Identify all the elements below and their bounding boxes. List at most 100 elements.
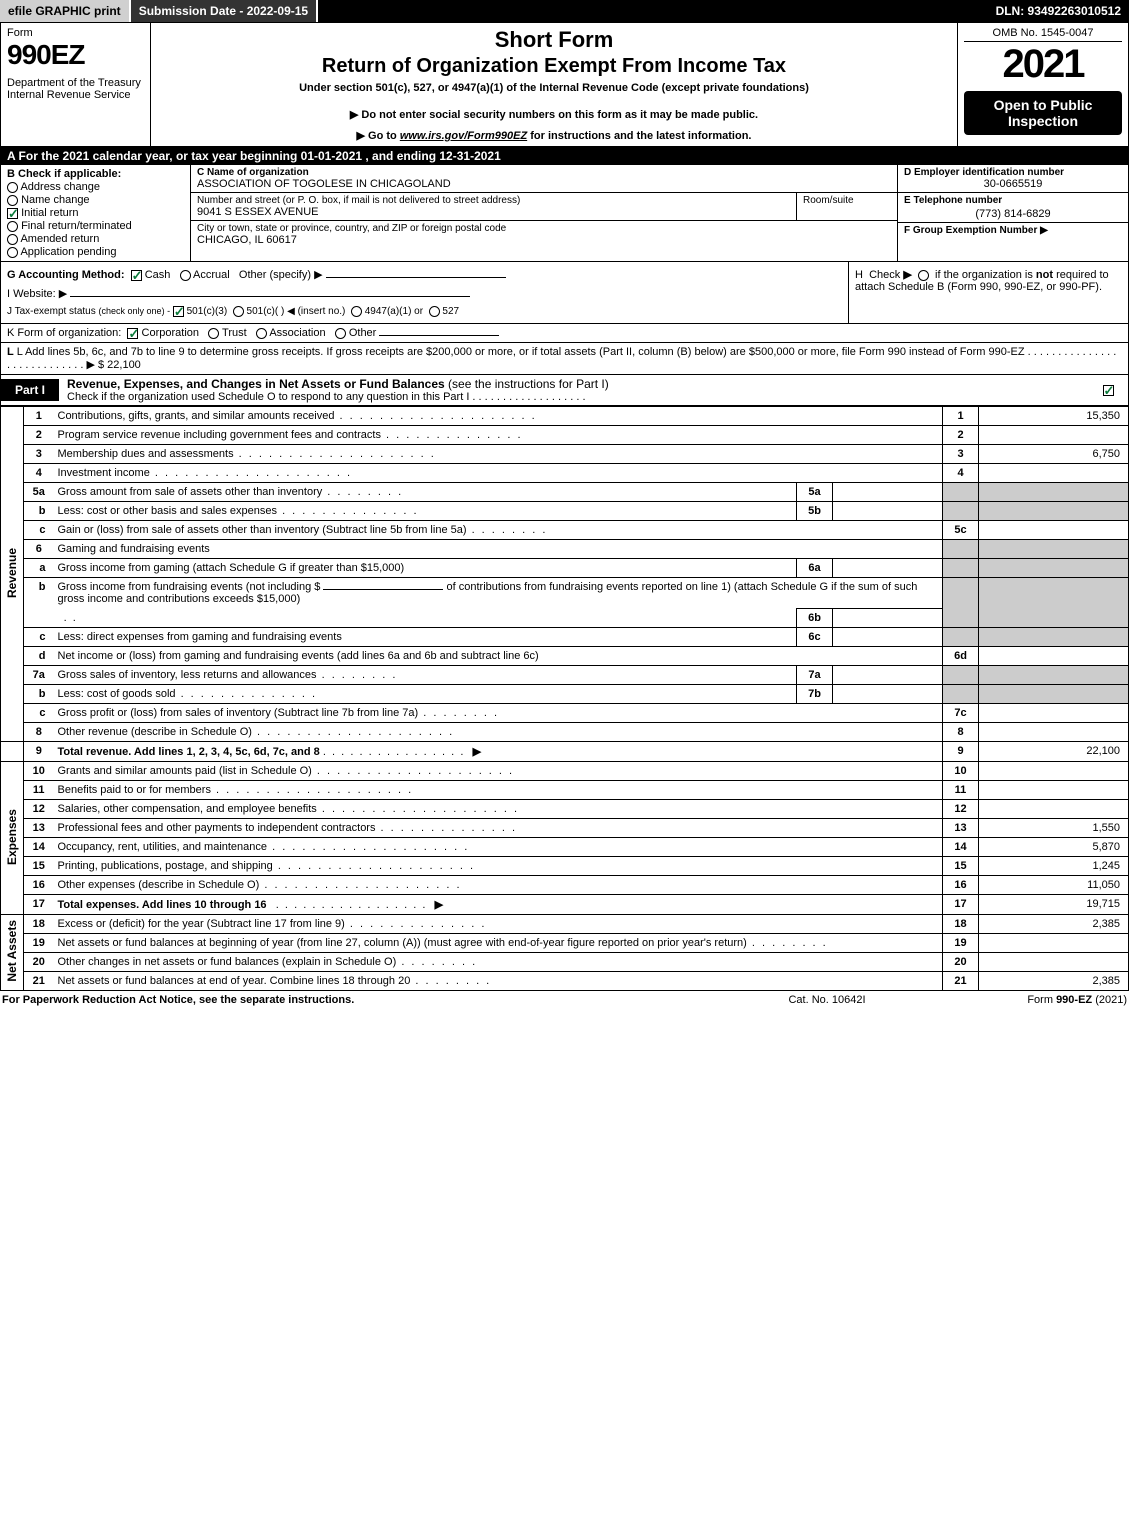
b-opt-initial[interactable]: Initial return bbox=[7, 207, 184, 219]
l6c-desc: Less: direct expenses from gaming and fu… bbox=[54, 628, 797, 647]
l5a-num: 5a bbox=[24, 483, 54, 502]
part1-title: Revenue, Expenses, and Changes in Net As… bbox=[59, 375, 1088, 405]
l5c-rnum: 5c bbox=[943, 521, 979, 540]
l19-desc: Net assets or fund balances at beginning… bbox=[54, 934, 943, 953]
k-other-input[interactable] bbox=[379, 335, 499, 336]
form-number: 990EZ bbox=[7, 39, 144, 71]
j-527-check[interactable] bbox=[429, 306, 440, 317]
l5b-num: b bbox=[24, 502, 54, 521]
b-column: B Check if applicable: Address change Na… bbox=[1, 165, 191, 261]
goto-line: ▶ Go to www.irs.gov/Form990EZ for instru… bbox=[157, 129, 951, 142]
l20-desc: Other changes in net assets or fund bala… bbox=[54, 953, 943, 972]
c-name-box: C Name of organization ASSOCIATION OF TO… bbox=[191, 165, 897, 193]
l5b-inval bbox=[833, 502, 943, 521]
form-label: Form bbox=[7, 27, 144, 39]
topbar-spacer bbox=[318, 0, 987, 22]
h-column: H Check ▶ if the organization is not req… bbox=[848, 262, 1128, 323]
l7a-rval bbox=[979, 666, 1129, 685]
l6d-rnum: 6d bbox=[943, 647, 979, 666]
l9-rnum: 9 bbox=[943, 742, 979, 762]
b-opt-pending[interactable]: Application pending bbox=[7, 246, 184, 258]
l6c-num: c bbox=[24, 628, 54, 647]
part1-tag: Part I bbox=[1, 379, 59, 401]
k-line: K Form of organization: Corporation Trus… bbox=[0, 324, 1129, 343]
l16-num: 16 bbox=[24, 876, 54, 895]
b-opt-name[interactable]: Name change bbox=[7, 194, 184, 206]
d-column: D Employer identification number 30-0665… bbox=[898, 165, 1128, 261]
l7b-num: b bbox=[24, 685, 54, 704]
form-header: Form 990EZ Department of the Treasury In… bbox=[0, 22, 1129, 147]
l6c-inval bbox=[833, 628, 943, 647]
footer-center: Cat. No. 10642I bbox=[727, 994, 927, 1006]
l6b-amount-input[interactable] bbox=[323, 589, 443, 590]
c-name-label: C Name of organization bbox=[197, 167, 891, 178]
l21-val: 2,385 bbox=[979, 972, 1129, 991]
l7c-num: c bbox=[24, 704, 54, 723]
page-footer: For Paperwork Reduction Act Notice, see … bbox=[0, 991, 1129, 1009]
line-a: A For the 2021 calendar year, or tax yea… bbox=[0, 147, 1129, 165]
l6a-num: a bbox=[24, 559, 54, 578]
k-trust-check[interactable] bbox=[208, 328, 219, 339]
l-amount: $ 22,100 bbox=[98, 359, 141, 371]
l10-val bbox=[979, 762, 1129, 781]
l10-rnum: 10 bbox=[943, 762, 979, 781]
f-group-label: F Group Exemption Number ▶ bbox=[904, 225, 1122, 236]
return-title: Return of Organization Exempt From Incom… bbox=[157, 55, 951, 78]
l13-num: 13 bbox=[24, 819, 54, 838]
l11-desc: Benefits paid to or for members bbox=[54, 781, 943, 800]
org-city: CHICAGO, IL 60617 bbox=[197, 234, 891, 246]
l16-rnum: 16 bbox=[943, 876, 979, 895]
l9-desc: Total revenue. Add lines 1, 2, 3, 4, 5c,… bbox=[54, 742, 943, 762]
l6b-rval bbox=[979, 578, 1129, 628]
b-header: B Check if applicable: bbox=[7, 168, 184, 180]
l12-rnum: 12 bbox=[943, 800, 979, 819]
side-expenses: Expenses bbox=[1, 762, 24, 915]
l6d-num: d bbox=[24, 647, 54, 666]
e-tel-box: E Telephone number (773) 814-6829 bbox=[898, 193, 1128, 223]
j-501c3-check[interactable] bbox=[173, 306, 184, 317]
b-opt-address[interactable]: Address change bbox=[7, 181, 184, 193]
l5c-num: c bbox=[24, 521, 54, 540]
part1-schedo-check[interactable] bbox=[1088, 383, 1128, 397]
org-ein: 30-0665519 bbox=[904, 178, 1122, 190]
l6b-desc1: Gross income from fundraising events (no… bbox=[54, 578, 943, 609]
l5c-desc: Gain or (loss) from sale of assets other… bbox=[54, 521, 943, 540]
l2-desc: Program service revenue including govern… bbox=[54, 426, 943, 445]
l6d-val bbox=[979, 647, 1129, 666]
open-to-public: Open to Public Inspection bbox=[964, 91, 1122, 135]
l17-val: 19,715 bbox=[979, 895, 1129, 915]
l8-desc: Other revenue (describe in Schedule O) bbox=[54, 723, 943, 742]
part1-table: Revenue 1 Contributions, gifts, grants, … bbox=[0, 406, 1129, 991]
l3-desc: Membership dues and assessments bbox=[54, 445, 943, 464]
side-netassets: Net Assets bbox=[1, 915, 24, 991]
h-check[interactable] bbox=[918, 270, 929, 281]
d-ein-label: D Employer identification number bbox=[904, 167, 1122, 178]
l11-rnum: 11 bbox=[943, 781, 979, 800]
l1-val: 15,350 bbox=[979, 407, 1129, 426]
g-accrual-check[interactable] bbox=[180, 270, 191, 281]
j-501c-check[interactable] bbox=[233, 306, 244, 317]
l21-desc: Net assets or fund balances at end of ye… bbox=[54, 972, 943, 991]
l6b-rnum bbox=[943, 578, 979, 628]
l5b-rval bbox=[979, 502, 1129, 521]
k-assoc-check[interactable] bbox=[256, 328, 267, 339]
bcd-block: B Check if applicable: Address change Na… bbox=[0, 165, 1129, 262]
c-room-box: Room/suite bbox=[797, 193, 897, 221]
l11-num: 11 bbox=[24, 781, 54, 800]
k-corp-check[interactable] bbox=[127, 328, 138, 339]
l19-num: 19 bbox=[24, 934, 54, 953]
part1-header: Part I Revenue, Expenses, and Changes in… bbox=[0, 375, 1129, 406]
b-opt-amended[interactable]: Amended return bbox=[7, 233, 184, 245]
website-input[interactable] bbox=[70, 296, 470, 297]
l6-desc: Gaming and fundraising events bbox=[54, 540, 943, 559]
j-4947-check[interactable] bbox=[351, 306, 362, 317]
e-tel-label: E Telephone number bbox=[904, 195, 1122, 206]
k-other-check[interactable] bbox=[335, 328, 346, 339]
efile-print[interactable]: efile GRAPHIC print bbox=[0, 0, 131, 22]
g-cash-check[interactable] bbox=[131, 270, 142, 281]
l6a-rnum bbox=[943, 559, 979, 578]
l14-desc: Occupancy, rent, utilities, and maintena… bbox=[54, 838, 943, 857]
b-opt-final[interactable]: Final return/terminated bbox=[7, 220, 184, 232]
goto-link[interactable]: www.irs.gov/Form990EZ bbox=[400, 130, 527, 142]
g-other-input[interactable] bbox=[326, 277, 506, 278]
